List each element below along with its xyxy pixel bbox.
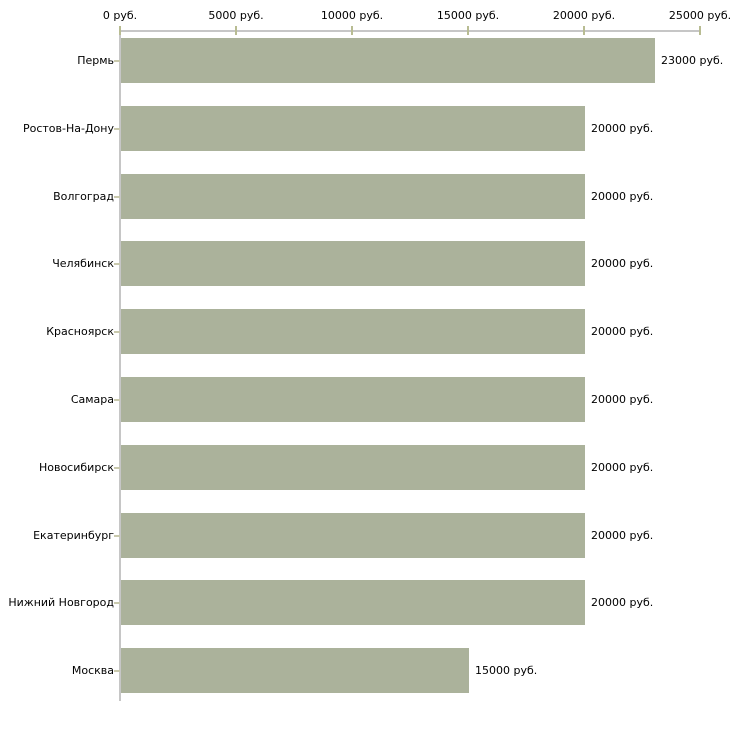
y-tick-mark bbox=[114, 128, 120, 130]
y-tick-mark bbox=[114, 467, 120, 469]
bar-3 bbox=[121, 174, 585, 219]
x-tick-mark bbox=[699, 26, 701, 35]
x-tick-mark bbox=[119, 26, 121, 35]
x-tick-mark bbox=[583, 26, 585, 35]
y-tick-mark bbox=[114, 670, 120, 672]
x-tick-label: 20000 руб. bbox=[552, 9, 616, 22]
value-label: 20000 руб. bbox=[591, 393, 654, 406]
value-label: 20000 руб. bbox=[591, 190, 654, 203]
x-tick-label: 5000 руб. bbox=[208, 9, 264, 22]
y-tick-mark bbox=[114, 602, 120, 604]
bar-10 bbox=[121, 648, 469, 693]
category-label: Красноярск bbox=[46, 325, 114, 338]
y-tick-mark bbox=[114, 535, 120, 537]
x-tick-label: 10000 руб. bbox=[320, 9, 384, 22]
category-label: Новосибирск bbox=[38, 461, 114, 474]
y-tick-mark bbox=[114, 263, 120, 265]
value-label: 20000 руб. bbox=[591, 461, 654, 474]
x-tick-label: 0 руб. bbox=[102, 9, 138, 22]
category-label: Нижний Новгород bbox=[8, 596, 114, 609]
x-tick-mark bbox=[351, 26, 353, 35]
category-label: Ростов-На-Дону bbox=[22, 122, 114, 135]
bar-1 bbox=[121, 38, 655, 83]
category-label: Пермь bbox=[77, 54, 114, 67]
category-label: Самара bbox=[70, 393, 114, 406]
bar-6 bbox=[121, 377, 585, 422]
x-tick-label: 25000 руб. bbox=[668, 9, 730, 22]
x-axis-line bbox=[120, 30, 701, 32]
value-label: 15000 руб. bbox=[475, 664, 538, 677]
bar-5 bbox=[121, 309, 585, 354]
category-label: Челябинск bbox=[52, 257, 114, 270]
value-label: 20000 руб. bbox=[591, 596, 654, 609]
bar-2 bbox=[121, 106, 585, 151]
y-tick-mark bbox=[114, 331, 120, 333]
y-tick-mark bbox=[114, 60, 120, 62]
value-label: 20000 руб. bbox=[591, 529, 654, 542]
bar-9 bbox=[121, 580, 585, 625]
category-label: Москва bbox=[71, 664, 114, 677]
bar-4 bbox=[121, 241, 585, 286]
bar-7 bbox=[121, 445, 585, 490]
value-label: 20000 руб. bbox=[591, 257, 654, 270]
y-tick-mark bbox=[114, 196, 120, 198]
bar-8 bbox=[121, 513, 585, 558]
category-label: Волгоград bbox=[53, 190, 114, 203]
category-label: Екатеринбург bbox=[33, 529, 114, 542]
x-tick-mark bbox=[235, 26, 237, 35]
value-label: 20000 руб. bbox=[591, 325, 654, 338]
value-label: 23000 руб. bbox=[661, 54, 724, 67]
y-tick-mark bbox=[114, 399, 120, 401]
x-tick-label: 15000 руб. bbox=[436, 9, 500, 22]
value-label: 20000 руб. bbox=[591, 122, 654, 135]
x-tick-mark bbox=[467, 26, 469, 35]
y-axis-line bbox=[119, 30, 121, 701]
